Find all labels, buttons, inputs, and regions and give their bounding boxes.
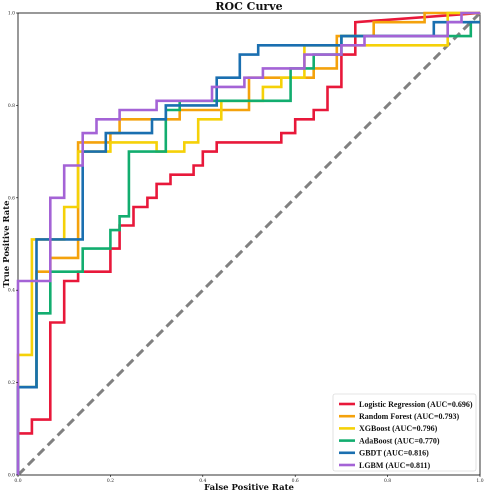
- diagonal-reference-line: [16, 11, 482, 477]
- y-tick-label: 0.6: [8, 195, 15, 201]
- legend-label-3: AdaBoost (AUC=0.770): [359, 436, 440, 445]
- tick-layer: 0.0 0.2 0.4 0.6 0.8 1.0 0.0 0.2 0.4 0.6 0.8 1.0: [8, 11, 484, 485]
- x-tick-label: 0.8: [384, 478, 391, 484]
- x-tick-label: 0.2: [107, 478, 114, 484]
- legend-label-1: Random Forest (AUC=0.793): [359, 412, 460, 421]
- x-tick-label: 1.0: [476, 478, 483, 484]
- chart-title: ROC Curve: [215, 0, 282, 13]
- y-axis-label: True Positive Rate: [2, 200, 12, 288]
- legend-label-4: GBDT (AUC=0.816): [359, 449, 429, 458]
- y-tick-label: 0.0: [8, 473, 15, 479]
- series-layer: [16, 11, 481, 475]
- legend-label-5: LGBM (AUC=0.811): [359, 461, 431, 470]
- series-line-2: [16, 11, 480, 475]
- diagonal-layer: [16, 11, 482, 477]
- series-line-5: [16, 11, 480, 475]
- legend: Logistic Regression (AUC=0.696) Random Fo…: [332, 393, 477, 472]
- x-tick-label: 0.4: [199, 478, 206, 484]
- y-tick-label: 0.4: [8, 288, 15, 294]
- x-tick-label: 0.6: [292, 478, 299, 484]
- y-tick-label: 0.8: [8, 103, 15, 109]
- x-axis-label: False Positive Rate: [204, 483, 294, 493]
- legend-label-2: XGBoost (AUC=0.796): [359, 424, 438, 433]
- y-tick-label: 1.0: [8, 11, 15, 17]
- legend-label-0: Logistic Regression (AUC=0.696): [359, 400, 473, 409]
- x-tick-label: 0.0: [14, 478, 21, 484]
- series-line-0: [16, 11, 481, 475]
- legend-box: [332, 393, 477, 472]
- y-tick-label: 0.2: [8, 380, 15, 386]
- series-line-4: [16, 20, 480, 475]
